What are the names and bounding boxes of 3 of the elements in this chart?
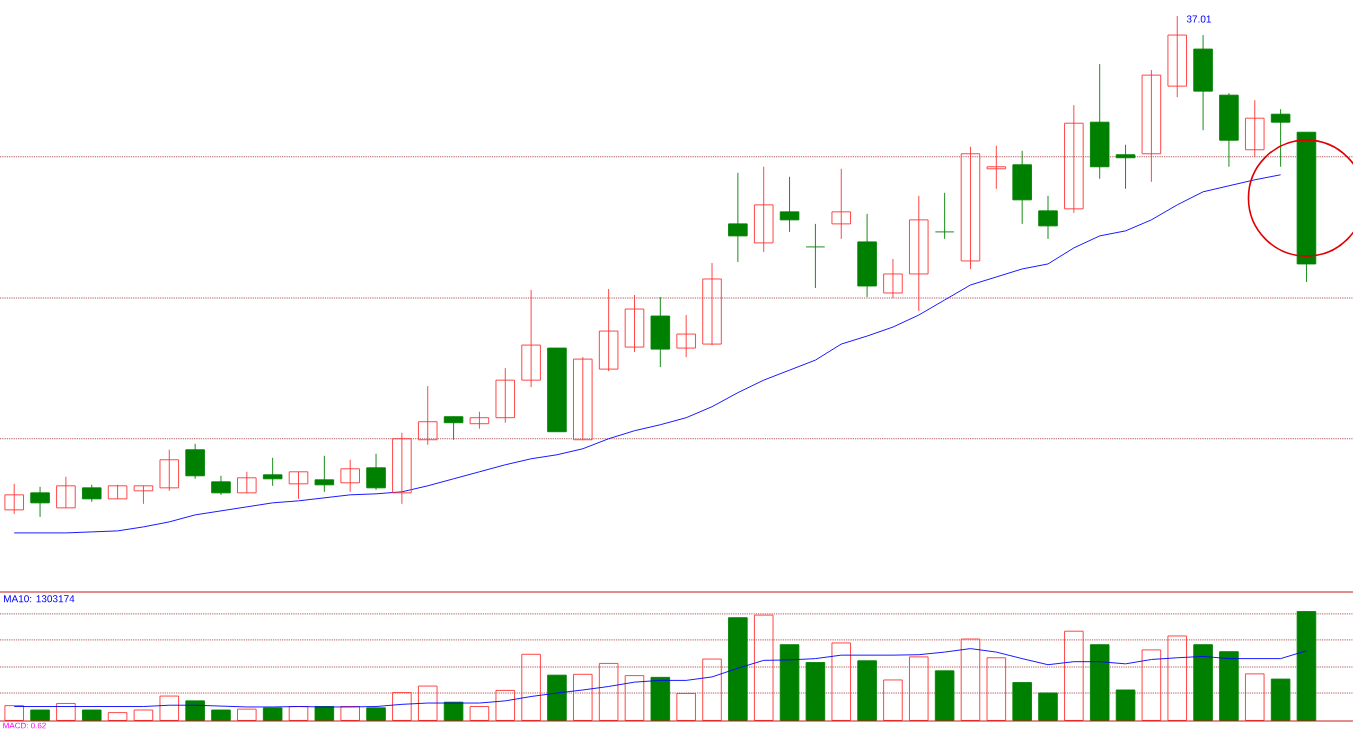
text: MA10: 1303174 — [4, 595, 75, 603]
annotation: 37.01 — [1186, 15, 1211, 23]
text: MACD: 0.62 — [3, 722, 46, 729]
